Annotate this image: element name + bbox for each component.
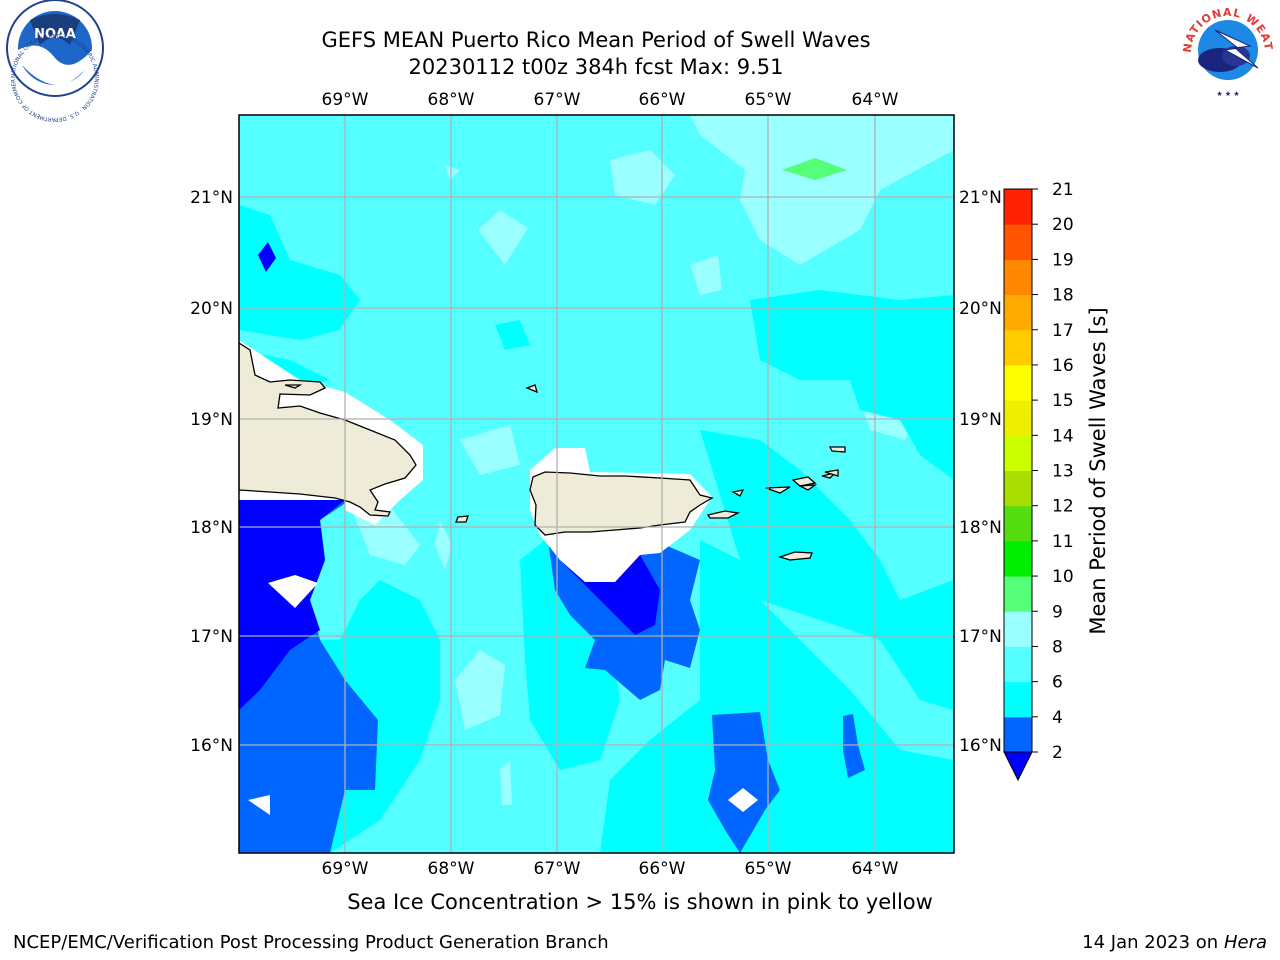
colorbar: 2 4 6 8 9 10 11 12 13 14 15 16 17 18 19 20 21 bbox=[1003, 180, 1074, 782]
colorbar-tick-label: 13 bbox=[1052, 462, 1074, 482]
lat-label: 18°N bbox=[959, 518, 1002, 538]
colorbar-tick-label: 6 bbox=[1052, 673, 1063, 693]
lon-label: 65°W bbox=[745, 90, 792, 110]
chart-subtitle: 20230112 t00z 384h fcst Max: 9.51 bbox=[408, 55, 784, 79]
lon-label: 64°W bbox=[852, 90, 899, 110]
colorbar-swatch bbox=[1004, 681, 1032, 718]
chart-title: GEFS MEAN Puerto Rico Mean Period of Swe… bbox=[321, 28, 871, 52]
puerto-rico bbox=[529, 471, 714, 536]
lon-label: 67°W bbox=[534, 859, 581, 879]
lon-label: 64°W bbox=[852, 859, 899, 879]
lon-label: 67°W bbox=[534, 90, 581, 110]
lon-labels-top: 69°W 68°W 67°W 66°W 65°W 64°W bbox=[322, 90, 899, 110]
colorbar-title: Mean Period of Swell Waves [s] bbox=[1086, 307, 1110, 635]
colorbar-tick-label: 19 bbox=[1052, 250, 1074, 270]
colorbar-tick-label: 14 bbox=[1052, 426, 1074, 446]
lat-label: 18°N bbox=[190, 518, 233, 538]
lat-labels-left: 21°N 20°N 19°N 18°N 17°N 16°N bbox=[190, 188, 233, 756]
lon-labels-bottom: 69°W 68°W 67°W 66°W 65°W 64°W bbox=[322, 859, 899, 879]
colorbar-swatch bbox=[1004, 646, 1032, 683]
colorbar-swatch bbox=[1004, 400, 1032, 436]
land-masses bbox=[239, 342, 846, 561]
colorbar-tick-label: 8 bbox=[1052, 637, 1063, 657]
footer-host: Hera bbox=[1223, 932, 1267, 953]
lon-label: 66°W bbox=[639, 90, 686, 110]
colorbar-tick-label: 17 bbox=[1052, 321, 1074, 341]
contour-9-10 bbox=[782, 158, 847, 180]
lat-label: 20°N bbox=[959, 299, 1002, 319]
colorbar-swatch bbox=[1004, 189, 1032, 225]
colorbar-tick-label: 10 bbox=[1052, 567, 1074, 587]
lon-label: 69°W bbox=[322, 859, 369, 879]
colorbar-tick-label: 15 bbox=[1052, 391, 1074, 411]
lat-label: 17°N bbox=[959, 627, 1002, 647]
graticule bbox=[239, 115, 954, 853]
hispaniola bbox=[239, 342, 417, 517]
footer-credit: NCEP/EMC/Verification Post Processing Pr… bbox=[13, 932, 609, 953]
colorbar-swatch bbox=[1004, 435, 1032, 471]
colorbar-swatch bbox=[1004, 505, 1032, 542]
colorbar-tick-label: 2 bbox=[1052, 743, 1063, 763]
colorbar-swatch bbox=[1004, 364, 1032, 401]
footer-date: 14 Jan 2023 on Hera bbox=[1082, 932, 1267, 953]
nws-logo: NATIONAL WEATHER SERVICE ★ ★ ★ bbox=[0, 0, 1275, 98]
colorbar-tick-label: 16 bbox=[1052, 356, 1074, 376]
lat-labels-right: 21°N 20°N 19°N 18°N 17°N 16°N bbox=[959, 188, 1002, 756]
noaa-logo-text: NOAA bbox=[34, 27, 76, 42]
colorbar-tick-label: 11 bbox=[1052, 532, 1074, 552]
colorbar-swatch bbox=[1004, 294, 1032, 331]
svg-text:★ ★ ★: ★ ★ ★ bbox=[1216, 90, 1239, 98]
lat-label: 17°N bbox=[190, 627, 233, 647]
map-frame bbox=[238, 114, 955, 854]
lat-label: 21°N bbox=[959, 188, 1002, 208]
colorbar-tick-label: 18 bbox=[1052, 286, 1074, 306]
lon-label: 69°W bbox=[322, 90, 369, 110]
colorbar-swatch bbox=[1004, 576, 1032, 612]
colorbar-swatch bbox=[1004, 470, 1032, 507]
nws-ring-text: NATIONAL WEATHER SERVICE bbox=[0, 0, 1274, 53]
lon-label: 68°W bbox=[428, 859, 475, 879]
colorbar-swatch bbox=[1004, 611, 1032, 647]
noaa-logo: NOAA NATIONAL OCEANIC AND ATMOSPHERIC AD… bbox=[0, 0, 104, 122]
footer-date-text: 14 Jan 2023 on bbox=[1082, 932, 1224, 953]
colorbar-swatch bbox=[1004, 329, 1032, 366]
lat-label: 16°N bbox=[190, 736, 233, 756]
colorbar-swatch bbox=[1004, 224, 1032, 260]
colorbar-tick-label: 12 bbox=[1052, 497, 1074, 517]
sea-ice-caption: Sea Ice Concentration > 15% is shown in … bbox=[347, 890, 933, 914]
colorbar-swatch bbox=[1004, 259, 1032, 296]
lon-label: 66°W bbox=[639, 859, 686, 879]
colorbar-swatch bbox=[1004, 540, 1032, 577]
lat-label: 21°N bbox=[190, 188, 233, 208]
lat-label: 19°N bbox=[190, 410, 233, 430]
colorbar-tick-label: 21 bbox=[1052, 180, 1074, 200]
lat-label: 16°N bbox=[959, 736, 1002, 756]
colorbar-tick-label: 9 bbox=[1052, 602, 1063, 622]
colorbar-swatch bbox=[1004, 716, 1032, 753]
lat-label: 20°N bbox=[190, 299, 233, 319]
svg-text:NATIONAL WEATHER SERVICE: NATIONAL WEATHER SERVICE bbox=[0, 0, 1275, 53]
lat-label: 19°N bbox=[959, 410, 1002, 430]
colorbar-extend-triangle bbox=[1003, 751, 1033, 782]
swell-period-field bbox=[239, 115, 954, 853]
colorbar-tick-label: 4 bbox=[1052, 708, 1063, 728]
lon-label: 68°W bbox=[428, 90, 475, 110]
lon-label: 65°W bbox=[745, 859, 792, 879]
colorbar-tick-label: 20 bbox=[1052, 215, 1074, 235]
